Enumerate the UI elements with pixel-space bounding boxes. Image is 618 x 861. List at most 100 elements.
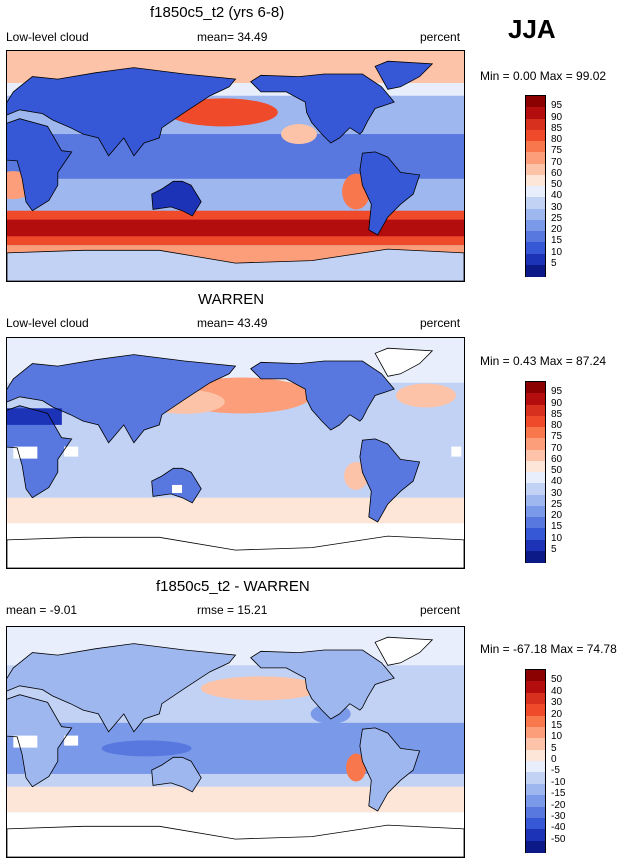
colorbar-swatch (526, 219, 545, 232)
colorbar-tick-label: 10 (551, 246, 563, 258)
colorbar-tick-label: 30 (551, 697, 563, 709)
colorbar-diff (525, 669, 546, 853)
colorbar-swatch (526, 772, 545, 785)
colorbar-swatch (526, 738, 545, 751)
panel-units-label-obs: percent (420, 316, 461, 330)
panel-minmax-obs: Min = 0.43 Max = 87.24 (480, 354, 607, 368)
colorbar-tick-label: -20 (551, 799, 566, 811)
colorbar-tick-label: -50 (551, 833, 566, 845)
colorbar-tick-label: -5 (551, 765, 560, 777)
colorbar-swatch (526, 840, 545, 853)
colorbar-swatch (526, 517, 545, 529)
map-model-low-cloud (6, 50, 465, 282)
colorbar-swatch (526, 174, 545, 187)
colorbar-swatch (526, 382, 545, 394)
colorbar-tick-label: -15 (551, 788, 566, 800)
colorbar-tick-label: 50 (551, 465, 563, 476)
colorbar-tick-label: 5 (551, 257, 557, 269)
panel-variable-label-obs: Low-level cloud (6, 316, 89, 330)
colorbar-tick-label: 80 (551, 420, 563, 431)
colorbar-swatch (526, 415, 545, 428)
colorbar-swatch (526, 96, 545, 108)
colorbar-tick-label: 40 (551, 685, 563, 697)
map-diff-low-cloud (6, 626, 465, 858)
colorbar-swatch (526, 242, 545, 255)
colorbar-swatch (526, 427, 545, 439)
colorbar-swatch (526, 550, 545, 563)
colorbar-swatch (526, 795, 545, 808)
colorbar-tick-label: 60 (551, 453, 563, 465)
colorbar-swatch (526, 817, 545, 830)
colorbar-swatch (526, 231, 545, 243)
colorbar-tick-label: 25 (551, 212, 563, 224)
colorbar-swatch (526, 438, 545, 451)
panel-rmse-label-diff: rmse = 15.21 (197, 603, 268, 617)
panel-minmax-diff: Min = -67.18 Max = 74.78 (480, 642, 617, 656)
colorbar-tick-label: 30 (551, 201, 563, 213)
colorbar-swatch (526, 761, 545, 773)
colorbar-tick-label: 5 (551, 543, 557, 555)
panel-mean-label-obs: mean= 43.49 (197, 316, 268, 330)
colorbar-tick-label: 50 (551, 179, 563, 190)
colorbar-tick-label: 15 (551, 235, 563, 247)
colorbar-tick-label: 15 (551, 719, 563, 731)
colorbar-tick-label: 15 (551, 521, 563, 533)
colorbar-swatch (526, 539, 545, 552)
panel-variable-label-model: Low-level cloud (6, 30, 89, 44)
colorbar-tick-label: 30 (551, 487, 563, 499)
colorbar-tick-label: 40 (551, 190, 563, 202)
colorbar-tick-label: -40 (551, 822, 566, 834)
colorbar-tick-label: -10 (551, 776, 566, 788)
colorbar-tick-label: 20 (551, 510, 563, 521)
colorbar-tick-label: 95 (551, 386, 563, 398)
colorbar-swatch (526, 163, 545, 176)
panel-minmax-model: Min = 0.00 Max = 99.02 (480, 69, 607, 83)
colorbar-tick-label: 20 (551, 708, 563, 720)
map-canvas (7, 627, 464, 857)
season-label: JJA (508, 14, 556, 44)
colorbar-swatch (526, 692, 545, 705)
colorbar-tick-label: 70 (551, 442, 563, 454)
colorbar-tick-label: 5 (551, 742, 557, 754)
colorbar-swatch (526, 107, 545, 120)
colorbar-tick-label: 75 (551, 145, 563, 157)
colorbar-swatch (526, 152, 545, 165)
panel-mean-label-model: mean= 34.49 (197, 30, 268, 44)
colorbar-swatch (526, 404, 545, 417)
colorbar-swatch (526, 704, 545, 717)
colorbar-swatch (526, 186, 545, 198)
colorbar-swatch (526, 715, 545, 728)
panel-units-label-model: percent (420, 30, 461, 44)
colorbar-tick-label: 25 (551, 498, 563, 510)
colorbar-tick-label: 40 (551, 476, 563, 488)
map-canvas (7, 51, 464, 281)
colorbar-swatch (526, 670, 545, 682)
colorbar-swatch (526, 472, 545, 484)
colorbar-tick-label: 20 (551, 224, 563, 235)
colorbar-swatch (526, 726, 545, 739)
colorbar-swatch (526, 393, 545, 406)
colorbar-swatch (526, 129, 545, 142)
panel-mean-label-diff: mean = -9.01 (6, 603, 78, 617)
colorbar-model (525, 95, 546, 277)
colorbar-swatch (526, 749, 545, 762)
colorbar-tick-label: 50 (551, 674, 563, 686)
colorbar-swatch (526, 141, 545, 153)
colorbar-swatch (526, 208, 545, 221)
panel-title-model: f1850c5_t2 (yrs 6-8) (150, 4, 285, 21)
colorbar-tick-label: 85 (551, 122, 563, 134)
colorbar-tick-label: 10 (551, 532, 563, 544)
colorbar-swatch (526, 494, 545, 507)
colorbar-swatch (526, 264, 545, 277)
colorbar-tick-label: 95 (551, 100, 563, 112)
colorbar-swatch (526, 783, 545, 796)
colorbar-swatch (526, 483, 545, 496)
colorbar-swatch (526, 118, 545, 131)
colorbar-tick-label: 60 (551, 167, 563, 179)
panel-title-obs: WARREN (198, 291, 265, 308)
panel-units-label-diff: percent (420, 603, 461, 617)
colorbar-tick-label: 90 (551, 397, 563, 409)
colorbar-swatch (526, 253, 545, 266)
colorbar-tick-label: 85 (551, 408, 563, 420)
colorbar-tick-label: 0 (551, 754, 557, 765)
